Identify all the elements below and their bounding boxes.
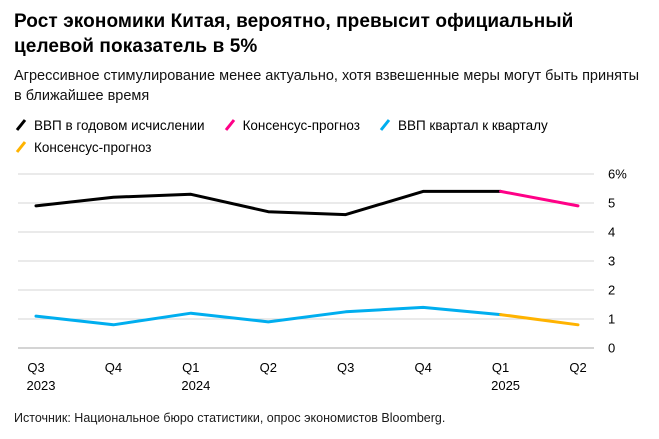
x-tick-label: Q3 xyxy=(337,360,354,375)
y-tick-label: 1 xyxy=(608,311,615,326)
legend-row-1: ВВП в годовом исчислении Консенсус-прогн… xyxy=(14,118,643,133)
chart-title: Рост экономики Китая, вероятно, превысит… xyxy=(14,11,574,57)
legend-label: Консенсус-прогноз xyxy=(242,117,360,133)
x-tick-label: Q2 xyxy=(260,360,277,375)
line-swatch-icon xyxy=(224,119,235,132)
x-tick-label: Q4 xyxy=(414,360,431,375)
legend-item-gdp-qoq: ВВП квартал к кварталу xyxy=(378,118,548,133)
source-note: Источник: Национальное бюро статистики, … xyxy=(14,410,446,425)
series-line-2 xyxy=(34,305,503,326)
x-tick-label: Q2 xyxy=(569,360,586,375)
x-tick-label: Q1 xyxy=(492,360,509,375)
gdp-line-chart: 0 1 2 3 4 5 6% Q3 2023 Q4 Q1 2024 Q2 Q3 Q4 Q1 2025 Q2 xyxy=(18,166,627,393)
y-tick-label: 4 xyxy=(608,224,615,239)
line-swatch-icon xyxy=(15,141,27,154)
legend-label: ВВП в годовом исчислении xyxy=(34,117,205,133)
x-tick-label: Q4 xyxy=(105,360,122,375)
legend-row-2: Консенсус-прогноз xyxy=(14,140,643,155)
series-line-3 xyxy=(499,312,580,326)
y-tick-label: 5 xyxy=(608,195,615,210)
legend-item-consensus-qoq: Консенсус-прогноз xyxy=(14,140,151,155)
legend-label: ВВП квартал к кварталу xyxy=(397,117,548,133)
series-line-1 xyxy=(499,189,580,208)
legend-item-consensus-yoy: Консенсус-прогноз xyxy=(223,118,360,133)
line-swatch-icon xyxy=(379,119,391,132)
chart-subtitle: Агрессивное стимулирование менее актуаль… xyxy=(14,68,640,104)
y-tick-label: 3 xyxy=(608,253,615,268)
y-tick-label: 0 xyxy=(608,340,615,355)
x-tick-year-label: 2023 xyxy=(27,378,56,393)
y-tick-label: 2 xyxy=(608,282,615,297)
x-tick-label: Q3 xyxy=(27,360,44,375)
series-line-0 xyxy=(34,189,503,216)
legend-item-gdp-yoy: ВВП в годовом исчислении xyxy=(14,118,205,133)
line-swatch-icon xyxy=(15,119,27,132)
legend: ВВП в годовом исчислении Консенсус-прогн… xyxy=(14,118,643,155)
x-tick-label: Q1 xyxy=(182,360,199,375)
x-tick-year-label: 2025 xyxy=(491,378,520,393)
y-tick-label: 6% xyxy=(608,166,627,181)
x-tick-year-label: 2024 xyxy=(181,378,210,393)
legend-label: Консенсус-прогноз xyxy=(34,139,152,155)
